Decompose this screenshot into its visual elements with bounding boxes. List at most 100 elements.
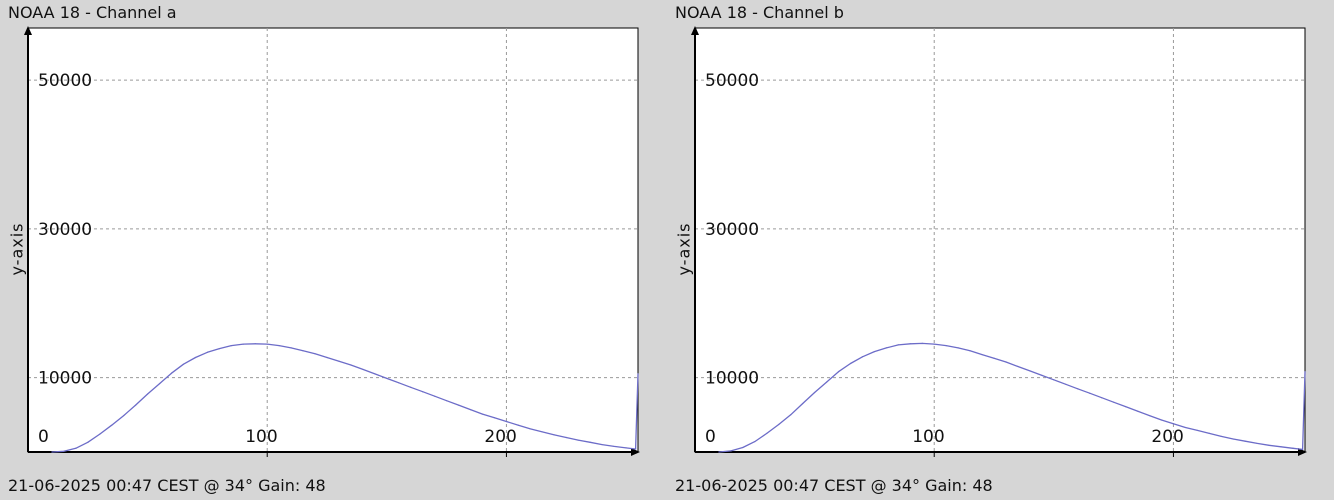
data-point <box>529 428 531 430</box>
data-point <box>111 424 113 426</box>
data-point <box>457 404 460 406</box>
chart-footer-status: 21-06-2025 00:47 CEST @ 34° Gain: 48 <box>8 476 326 495</box>
data-point <box>469 409 472 411</box>
data-point <box>505 420 508 423</box>
data-point <box>1077 388 1079 390</box>
y-axis-arrow <box>24 26 32 35</box>
data-point <box>75 447 77 449</box>
data-point <box>993 357 995 359</box>
data-point <box>1124 406 1127 408</box>
data-point <box>613 445 615 448</box>
chart-panel-channel-b: NOAA 18 - Channel b y-axis 0 100 200 10000 3… <box>667 0 1334 500</box>
data-point <box>170 372 173 374</box>
chart-panel-channel-a: NOAA 18 - Channel a y-axis 0 100 200 10000 3… <box>8 3 640 495</box>
x-tick-label: 200 <box>1151 427 1183 447</box>
data-point <box>410 386 412 388</box>
data-point <box>1220 435 1222 437</box>
data-point <box>921 342 923 344</box>
y-tick-label: 50000 <box>705 71 759 91</box>
data-point <box>1304 371 1306 373</box>
data-point <box>446 400 448 402</box>
data-point <box>637 373 639 375</box>
data-point <box>218 348 220 350</box>
x-tick-label: 0 <box>705 427 716 447</box>
data-point <box>398 382 400 384</box>
data-point <box>290 347 292 349</box>
data-point <box>87 441 89 443</box>
chart-title: NOAA 18 - Channel b <box>675 3 844 22</box>
y-tick-label: 10000 <box>705 369 759 389</box>
y-tick-label: 50000 <box>38 71 92 91</box>
data-point <box>386 377 388 379</box>
data-point <box>206 351 209 353</box>
data-point <box>957 347 959 349</box>
data-point <box>182 363 185 365</box>
data-point <box>1292 447 1294 449</box>
data-point <box>302 350 304 352</box>
chart-plot-channel-a: 0 100 200 10000 30000 50000 <box>24 26 640 457</box>
x-axis-arrow <box>1298 448 1307 456</box>
data-point <box>849 362 852 365</box>
data-point <box>754 440 756 443</box>
data-point <box>1302 448 1304 450</box>
data-point <box>1256 442 1258 445</box>
data-point <box>63 450 65 452</box>
y-axis-arrow <box>691 26 699 35</box>
data-point <box>362 368 364 371</box>
data-point <box>326 356 328 359</box>
data-point <box>1136 410 1139 412</box>
data-point <box>981 353 983 356</box>
x-tick-label: 0 <box>38 427 49 447</box>
data-point <box>589 441 591 443</box>
data-point <box>135 404 137 406</box>
data-point <box>147 393 149 395</box>
data-point <box>790 414 792 416</box>
data-point <box>1196 429 1198 432</box>
data-point <box>158 382 161 385</box>
data-point <box>933 343 935 345</box>
data-point <box>861 356 864 358</box>
x-tick-label: 200 <box>484 427 516 447</box>
data-point <box>1184 426 1186 429</box>
data-point <box>278 345 280 347</box>
data-point <box>123 414 125 417</box>
data-point <box>802 403 804 405</box>
data-point <box>601 443 603 446</box>
data-point <box>1232 438 1234 440</box>
data-point <box>1053 379 1055 381</box>
data-point <box>314 353 316 355</box>
data-point <box>885 347 887 349</box>
data-point <box>742 446 744 449</box>
y-tick-label: 10000 <box>38 369 92 389</box>
data-point <box>577 439 579 441</box>
data-point <box>1113 401 1115 403</box>
data-point <box>517 424 519 426</box>
data-point <box>1089 392 1091 394</box>
y-tick-label: 30000 <box>38 220 92 240</box>
chart-plot-channel-b: 0 100 200 10000 30000 50000 <box>691 26 1307 457</box>
data-point <box>565 436 567 439</box>
data-point <box>897 344 899 346</box>
data-point <box>553 434 555 436</box>
data-point <box>837 371 840 373</box>
data-point <box>1029 370 1031 372</box>
data-point <box>1005 361 1007 363</box>
data-point <box>481 413 484 415</box>
data-point <box>718 451 720 453</box>
data-point <box>1065 383 1067 385</box>
data-point <box>814 391 816 394</box>
chart-footer-status: 21-06-2025 00:47 CEST @ 34° Gain: 48 <box>675 476 993 495</box>
data-point <box>338 360 340 362</box>
data-point <box>194 356 197 359</box>
data-point <box>1172 423 1175 425</box>
data-point <box>1148 414 1151 417</box>
data-point <box>230 345 232 347</box>
x-tick-label: 100 <box>912 427 944 447</box>
data-point <box>730 450 732 452</box>
data-point <box>434 395 436 397</box>
data-point <box>909 343 911 345</box>
data-point <box>374 373 376 375</box>
data-point <box>1268 444 1270 446</box>
data-point <box>1280 446 1282 448</box>
x-tick-label: 100 <box>245 427 277 447</box>
